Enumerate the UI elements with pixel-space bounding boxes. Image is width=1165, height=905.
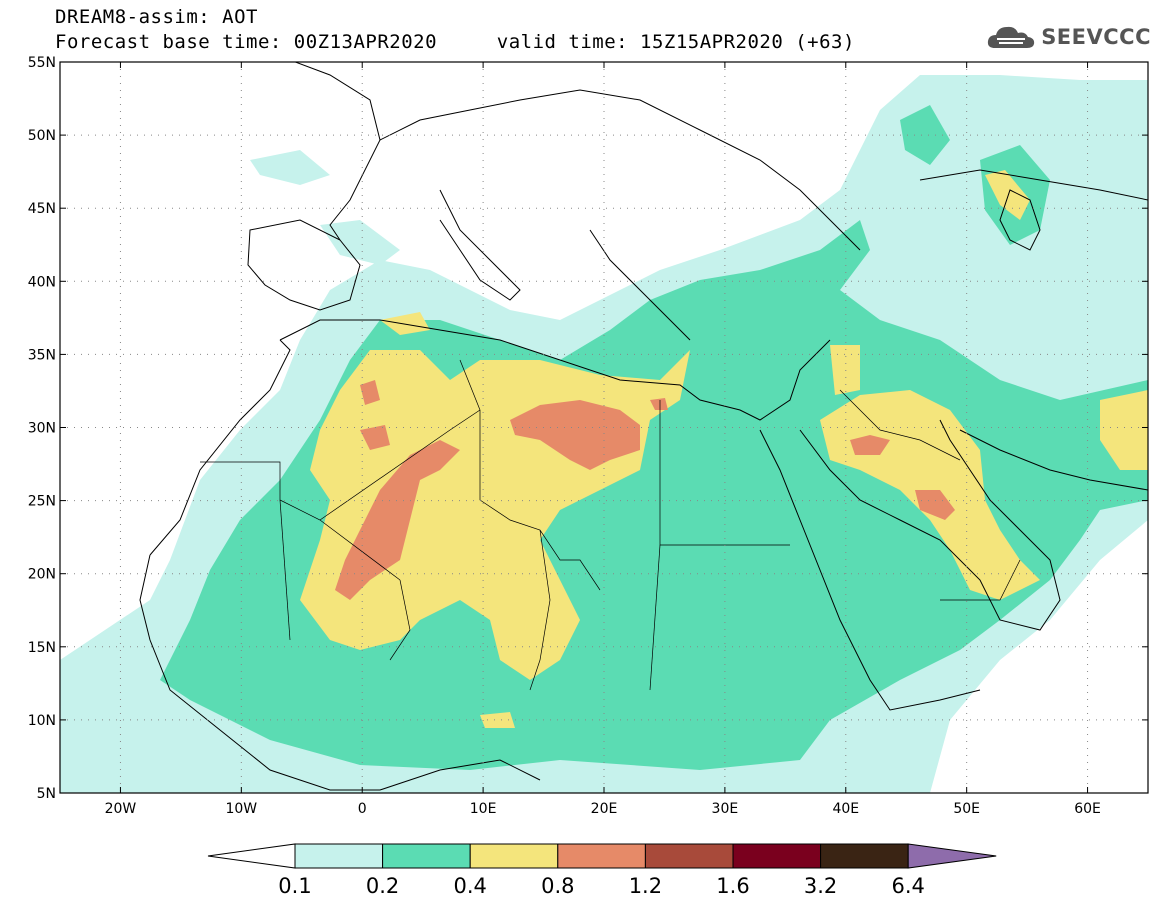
axis-ticks	[60, 61, 1148, 794]
colorbar-label: 3.2	[804, 874, 837, 898]
valid-time-label: valid time: 15Z15APR2020 (+63)	[496, 31, 855, 53]
lon-label: 20W	[105, 801, 137, 817]
colorbar-swatch	[820, 843, 909, 869]
longitude-labels: 20W 10W 0 10E 20E 30E 40E 50E 60E	[105, 801, 1101, 817]
lon-label: 10W	[225, 801, 257, 817]
lat-label: 40N	[28, 274, 56, 290]
coastlines	[139, 62, 1148, 791]
lon-label: 40E	[832, 801, 859, 817]
lat-label: 50N	[28, 128, 56, 144]
lon-label: 10E	[470, 801, 497, 817]
colorbar-label: 6.4	[891, 874, 924, 898]
colorbar-label: 0.1	[278, 874, 311, 898]
brand-name: SEEVCCC	[1041, 25, 1151, 49]
lat-label: 25N	[28, 494, 56, 510]
colorbar-label: 0.8	[541, 874, 574, 898]
seevccc-logo: SEEVCCC	[987, 24, 1151, 50]
lat-label: 15N	[28, 640, 56, 656]
colorbar-high-arrow	[907, 843, 997, 869]
gridlines	[60, 62, 1148, 793]
lat-label: 10N	[28, 713, 56, 729]
colorbar-swatch	[644, 843, 734, 869]
forecast-times: Forecast base time: 00Z13APR2020 valid t…	[55, 31, 855, 53]
colorbar-label: 0.2	[366, 874, 399, 898]
lat-label: 55N	[28, 55, 56, 71]
colorbar-swatch	[732, 843, 822, 869]
lat-label: 30N	[28, 421, 56, 437]
lon-label: 50E	[953, 801, 980, 817]
colorbar-label: 0.4	[453, 874, 486, 898]
lon-label: 30E	[712, 801, 739, 817]
colorbar: 0.1 0.2 0.4 0.8 1.2 1.6 3.2 6.4	[207, 843, 997, 898]
aot-band-0.8	[335, 380, 955, 600]
map-title: DREAM8-assim: AOT	[55, 6, 258, 28]
colorbar-label: 1.2	[629, 874, 662, 898]
lon-label: 0	[358, 801, 367, 817]
latitude-labels: 5N 10N 15N 20N 25N 30N 35N 40N 45N 50N 55N	[28, 55, 56, 802]
colorbar-swatch	[469, 843, 559, 869]
colorbar-swatch	[557, 843, 646, 869]
colorbar-low-arrow	[207, 843, 296, 869]
lat-label: 20N	[28, 567, 56, 583]
lat-label: 35N	[28, 347, 56, 363]
lat-label: 45N	[28, 201, 56, 217]
lon-label: 20E	[591, 801, 618, 817]
colorbar-swatch	[294, 843, 384, 869]
lat-label: 5N	[37, 786, 56, 802]
base-time-label: Forecast base time: 00Z13APR2020	[55, 31, 438, 53]
colorbar-label: 1.6	[716, 874, 749, 898]
colorbar-swatch	[382, 843, 471, 869]
country-borders	[200, 359, 1021, 691]
lon-label: 60E	[1074, 801, 1101, 817]
cloud-icon	[988, 26, 1035, 48]
